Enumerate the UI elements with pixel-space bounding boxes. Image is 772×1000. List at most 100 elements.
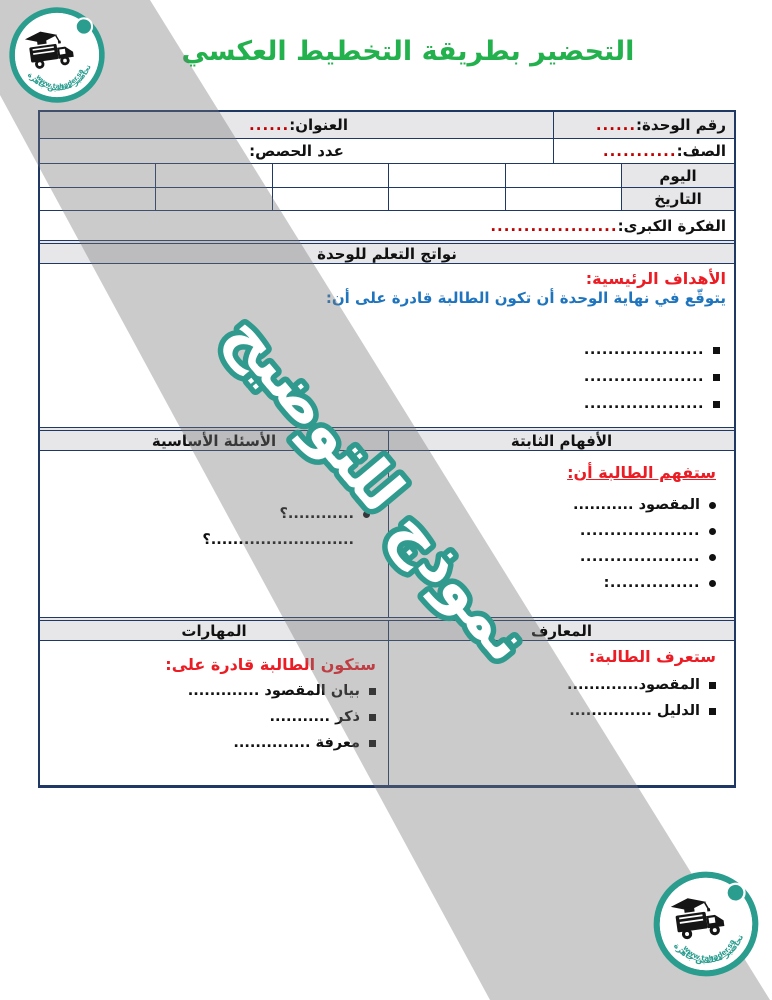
skills-heading: ستكون الطالبة قادرة على: [165, 655, 376, 674]
date-header-cell: التاريخ [621, 188, 734, 210]
question-item-text: ............؟ [279, 506, 354, 522]
knowledge-header: المعارف [388, 621, 734, 640]
goal-item-text: .................... [583, 342, 704, 358]
grade-cell: الصف: ........... [553, 139, 734, 163]
round-bullet-icon [363, 510, 370, 518]
date-cell-2 [388, 188, 504, 210]
question-item: ............؟ [46, 501, 370, 527]
day-label: اليوم [659, 166, 697, 185]
understandings-cell: ستفهم الطالبة أن: المقصود ........... ..… [388, 451, 734, 617]
date-cell-5 [40, 188, 155, 210]
knowledge-cell: ستعرف الطالبة: المقصود............. الدل… [388, 641, 734, 785]
square-bullet-icon [709, 681, 716, 689]
understanding-item: .................... [395, 544, 716, 570]
date-cell-4 [155, 188, 271, 210]
day-cell-1 [504, 164, 621, 187]
round-bullet-icon [709, 527, 716, 535]
knowledge-heading: ستعرف الطالبة: [588, 647, 716, 666]
understandings-questions-row: ستفهم الطالبة أن: المقصود ........... ..… [40, 451, 734, 617]
square-bullet-icon [709, 707, 716, 715]
date-cell-3 [271, 188, 388, 210]
big-idea-cell: الفكرة الكبرى: ................... [40, 211, 734, 240]
goal-item: .................... [40, 337, 720, 364]
unit-number-label: رقم الوحدة: [636, 116, 726, 134]
main-goals-list: .................... ...................… [40, 337, 734, 418]
tahader-logo-bottom [643, 861, 769, 987]
skill-item-text: معرفة .............. [233, 735, 360, 751]
main-goals-cell: الأهداف الرئيسية: يتوقّع في نهاية الوحدة… [40, 264, 734, 427]
day-row: اليوم [40, 164, 734, 188]
grade-row: الصف: ........... عدد الحصص: [40, 139, 734, 164]
understanding-item-text: ...............: [603, 575, 700, 591]
tahader-logo: تحاضير معلمين جاهزة www.tahader.sa [0, 0, 115, 113]
outcomes-header-row: نواتج التعلم للوحدة [40, 240, 734, 264]
round-bullet-icon [709, 579, 716, 587]
understanding-item-text: المقصود ........... [572, 497, 700, 513]
round-bullet-icon [709, 553, 716, 561]
knowledge-item: الدليل ............... [395, 698, 716, 724]
day-cell-5 [40, 164, 155, 187]
knowledge-item: المقصود............. [395, 672, 716, 698]
goal-item: .................... [40, 391, 720, 418]
questions-header: الأسئلة الأساسية [151, 431, 277, 450]
date-cell-1 [504, 188, 621, 210]
grade-label: الصف: [676, 142, 726, 160]
goal-item-text: .................... [583, 369, 704, 385]
square-bullet-icon [713, 347, 720, 354]
lessons-count-cell: عدد الحصص: [40, 139, 553, 163]
skill-item: ذكر ........... [46, 704, 376, 730]
topic-label: العنوان: [289, 116, 348, 134]
date-row: التاريخ [40, 188, 734, 211]
square-bullet-icon [713, 401, 720, 408]
unit-number-value: ...... [595, 116, 637, 134]
understandings-questions-header-row: الأفهام الثابتة الأسئلة الأساسية [40, 427, 734, 451]
understanding-item-text: .................... [579, 549, 700, 565]
day-cell-3 [271, 164, 388, 187]
big-idea-label: الفكرة الكبرى: [617, 216, 726, 235]
day-cell-4 [155, 164, 271, 187]
lesson-plan-table: رقم الوحدة: ...... العنوان: ...... الصف:… [38, 110, 736, 788]
square-bullet-icon [369, 687, 376, 695]
skill-item: بيان المقصود ............. [46, 678, 376, 704]
unit-row: رقم الوحدة: ...... العنوان: ...... [40, 112, 734, 139]
round-bullet-icon [709, 501, 716, 509]
understanding-item: ...............: [395, 570, 716, 596]
day-header-cell: اليوم [621, 164, 734, 187]
date-label: التاريخ [654, 190, 702, 208]
skill-item-text: ذكر ........... [269, 709, 360, 725]
understandings-heading: ستفهم الطالبة أن: [567, 463, 716, 482]
big-idea-row: الفكرة الكبرى: ................... [40, 211, 734, 240]
goal-item-text: .................... [583, 396, 704, 412]
big-idea-value: ................... [490, 216, 618, 235]
topic-value: ...... [249, 116, 290, 134]
question-item-text: ..........................؟ [202, 532, 354, 548]
skills-cell: ستكون الطالبة قادرة على: بيان المقصود ..… [40, 641, 388, 785]
main-goals-heading: الأهداف الرئيسية: [585, 269, 726, 288]
question-item: ..........................؟ [46, 527, 370, 553]
square-bullet-icon [713, 374, 720, 381]
knowledge-list: المقصود............. الدليل ............… [395, 672, 716, 724]
lessons-count-label: عدد الحصص: [249, 142, 344, 160]
knowledge-item-text: الدليل ............... [569, 703, 700, 719]
page-title: التحضير بطريقة التخطيط العكسي [181, 36, 635, 67]
knowledge-item-text: المقصود............. [567, 677, 700, 693]
goal-item: .................... [40, 364, 720, 391]
understanding-item-text: .................... [579, 523, 700, 539]
day-cell-2 [388, 164, 504, 187]
square-bullet-icon [369, 739, 376, 747]
understandings-list: المقصود ........... ....................… [395, 492, 716, 596]
skills-list: بيان المقصود ............. ذكر .........… [46, 678, 376, 756]
main-goals-intro: يتوقّع في نهاية الوحدة أن تكون الطالبة ق… [325, 289, 726, 307]
outcomes-header: نواتج التعلم للوحدة [317, 244, 457, 263]
topic-cell: العنوان: ...... [40, 112, 553, 138]
square-bullet-icon [369, 713, 376, 721]
knowledge-skills-row: ستعرف الطالبة: المقصود............. الدل… [40, 641, 734, 785]
skill-item-text: بيان المقصود ............. [187, 683, 360, 699]
grade-value: ........... [602, 142, 677, 160]
unit-number-cell: رقم الوحدة: ...... [553, 112, 734, 138]
skills-header: المهارات [181, 621, 247, 640]
understanding-item: المقصود ........... [395, 492, 716, 518]
main-goals-row: الأهداف الرئيسية: يتوقّع في نهاية الوحدة… [40, 264, 734, 427]
understandings-header: الأفهام الثابتة [388, 431, 734, 450]
